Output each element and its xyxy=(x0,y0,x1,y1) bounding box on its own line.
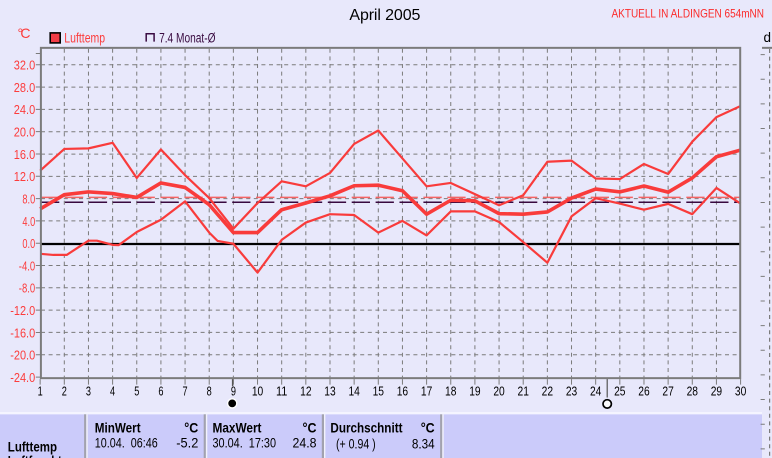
svg-text:-16.0: -16.0 xyxy=(10,325,35,340)
svg-text:8: 8 xyxy=(207,383,212,398)
svg-text:8.0: 8.0 xyxy=(22,191,35,206)
svg-text:11: 11 xyxy=(276,383,287,398)
svg-text:3: 3 xyxy=(86,383,91,398)
svg-text:-24.0: -24.0 xyxy=(10,370,35,385)
svg-text:AKTUELL IN ALDINGEN 654mNN: AKTUELL IN ALDINGEN 654mNN xyxy=(612,6,765,20)
svg-text:29: 29 xyxy=(711,383,722,398)
svg-text:21: 21 xyxy=(518,383,529,398)
svg-text:(+ 0.94 ): (+ 0.94 ) xyxy=(336,437,376,452)
svg-text:16: 16 xyxy=(397,383,408,398)
svg-text:16.0: 16.0 xyxy=(14,147,35,162)
svg-text:9: 9 xyxy=(231,383,236,398)
svg-text:24.8: 24.8 xyxy=(293,435,317,450)
svg-text:24: 24 xyxy=(590,383,601,398)
svg-text:12: 12 xyxy=(300,383,311,398)
svg-text:15: 15 xyxy=(373,383,384,398)
svg-text:April 2005: April 2005 xyxy=(349,7,420,24)
svg-text:30: 30 xyxy=(735,383,746,398)
svg-text:Lufttemp: Lufttemp xyxy=(8,440,57,455)
svg-text:20: 20 xyxy=(493,383,504,398)
svg-text:Luftfeuchte: Luftfeuchte xyxy=(8,453,68,458)
svg-text:Durchschnitt: Durchschnitt xyxy=(330,421,403,436)
svg-text:-4.0: -4.0 xyxy=(19,258,35,273)
svg-text:2: 2 xyxy=(62,383,67,398)
svg-text:23: 23 xyxy=(566,383,577,398)
svg-text:-20.0: -20.0 xyxy=(10,348,35,363)
svg-text:1: 1 xyxy=(38,383,43,398)
svg-text:°C: °C xyxy=(303,421,317,436)
svg-text:14: 14 xyxy=(348,383,359,398)
svg-text:22: 22 xyxy=(542,383,553,398)
svg-text:-8.0: -8.0 xyxy=(19,281,35,296)
svg-text:20.0: 20.0 xyxy=(14,125,35,140)
svg-text:4.0: 4.0 xyxy=(22,214,35,229)
svg-text:24.0: 24.0 xyxy=(14,102,35,117)
svg-text:18: 18 xyxy=(445,383,456,398)
svg-text:32.0: 32.0 xyxy=(14,58,35,73)
svg-text:13: 13 xyxy=(324,383,335,398)
svg-text:Lufttemp: Lufttemp xyxy=(64,31,105,46)
svg-text:17: 17 xyxy=(421,383,432,398)
svg-text:0.0: 0.0 xyxy=(22,236,35,251)
svg-text:19: 19 xyxy=(469,383,480,398)
svg-text:28.0: 28.0 xyxy=(14,80,35,95)
svg-text:-5.2: -5.2 xyxy=(176,435,198,450)
svg-text:MaxWert: MaxWert xyxy=(213,421,262,436)
svg-text:-12.0: -12.0 xyxy=(10,303,35,318)
svg-text:d: d xyxy=(764,30,772,45)
svg-text:30.04. 17:30: 30.04. 17:30 xyxy=(213,435,277,450)
svg-text:10.04. 06:46: 10.04. 06:46 xyxy=(95,435,158,450)
svg-text:12.0: 12.0 xyxy=(14,169,35,184)
svg-text:5: 5 xyxy=(134,383,139,398)
svg-text:27: 27 xyxy=(662,383,673,398)
svg-text:8.34: 8.34 xyxy=(412,437,435,452)
svg-text:10: 10 xyxy=(252,383,263,398)
svg-text:7: 7 xyxy=(183,383,188,398)
svg-text:26: 26 xyxy=(638,383,649,398)
svg-text:°C: °C xyxy=(421,421,435,436)
svg-text:4: 4 xyxy=(110,383,115,398)
svg-text:25: 25 xyxy=(614,383,625,398)
svg-text:°C: °C xyxy=(184,421,198,436)
svg-text:28: 28 xyxy=(687,383,698,398)
svg-text:6: 6 xyxy=(158,383,163,398)
svg-text:°C: °C xyxy=(18,25,31,41)
svg-text:7.4 Monat-Ø: 7.4 Monat-Ø xyxy=(159,31,216,46)
svg-text:MinWert: MinWert xyxy=(95,421,141,436)
